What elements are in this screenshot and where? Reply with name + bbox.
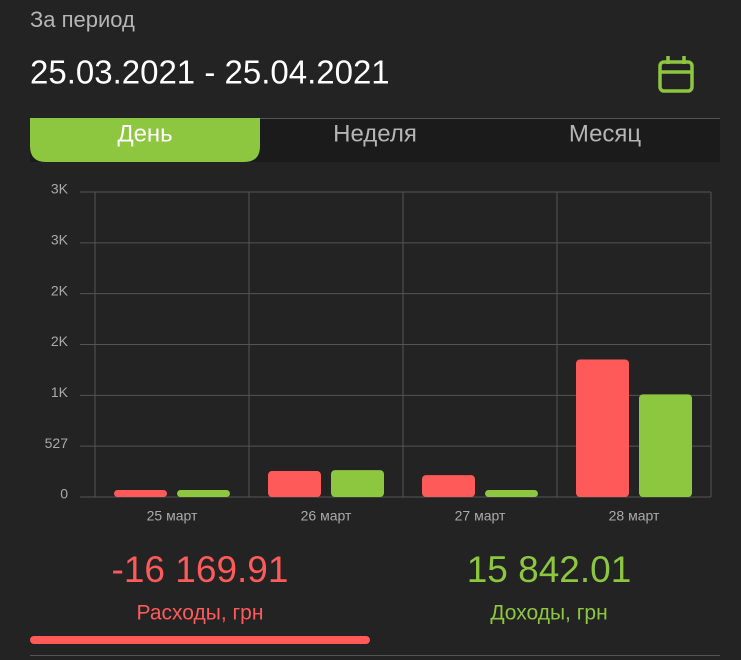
bar [268,471,321,497]
expenses-label: Расходы, грн [137,602,264,625]
active-indicator [30,636,370,644]
y-tick-label: 1K [51,384,69,400]
tab[interactable]: Неделя [333,120,417,147]
bar [639,394,692,497]
expenses-amount: -16 169.91 [112,549,289,590]
tab[interactable]: День [117,120,172,147]
y-tick-label: 0 [60,486,68,502]
bar [422,475,475,497]
income-amount: 15 842.01 [467,549,632,590]
bar [114,490,167,497]
y-tick-label: 2K [51,333,69,349]
calendar-body [658,60,694,93]
x-tick-label: 28 март [609,508,660,524]
chart: 0 527 1K 2K 2K 3K 3K 25 март 26 март 27 март 28 ма… [45,181,712,524]
y-tick-label: 2K [51,282,69,298]
date-range[interactable]: 25.03.2021 - 25.04.2021 [30,54,390,91]
bar [331,470,384,497]
calendar-icon[interactable] [658,56,694,93]
x-tick-label: 27 март [455,508,506,524]
income-label: Доходы, грн [490,602,607,625]
y-tick-label: 3K [51,232,69,248]
y-tick-label: 3K [51,181,69,197]
tab-selected [30,118,260,162]
x-tick-label: 25 март [147,508,198,524]
bar [177,490,230,497]
period-label: За период [30,7,135,32]
tab[interactable]: Месяц [569,120,642,147]
y-tick-label: 527 [45,435,69,451]
bar [485,490,538,497]
x-tick-label: 26 март [301,508,352,524]
bar [576,359,629,497]
